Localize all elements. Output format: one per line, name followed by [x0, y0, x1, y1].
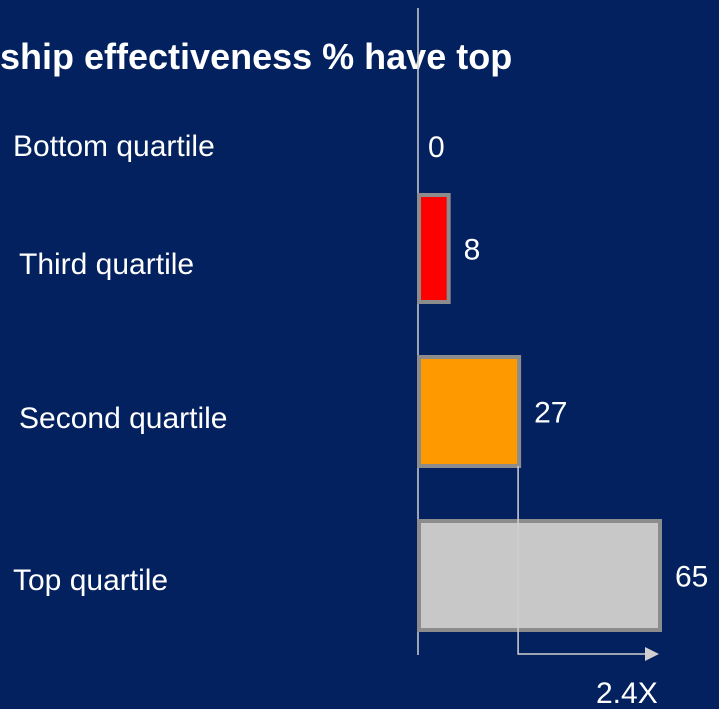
multiplier-bracket-line [517, 466, 651, 655]
data-label-top-quartile: 65 [675, 561, 708, 594]
chart-title: rship effectiveness % have top [0, 36, 513, 77]
multiplier-annotation: 2.4X [596, 677, 658, 709]
data-label-third-quartile: 8 [464, 234, 481, 267]
multiplier-arrowhead [645, 647, 659, 661]
bar-second-quartile [417, 355, 522, 468]
category-label-top-quartile: Top quartile [13, 564, 169, 597]
data-label-second-quartile: 27 [534, 397, 567, 430]
category-label-bottom-quartile: Bottom quartile [13, 130, 215, 163]
data-label-bottom-quartile: 0 [428, 131, 445, 164]
bar-top-quartile [417, 519, 662, 632]
category-label-third-quartile: Third quartile [19, 248, 195, 281]
category-label-second-quartile: Second quartile [19, 402, 228, 435]
bar-third-quartile [417, 193, 451, 304]
